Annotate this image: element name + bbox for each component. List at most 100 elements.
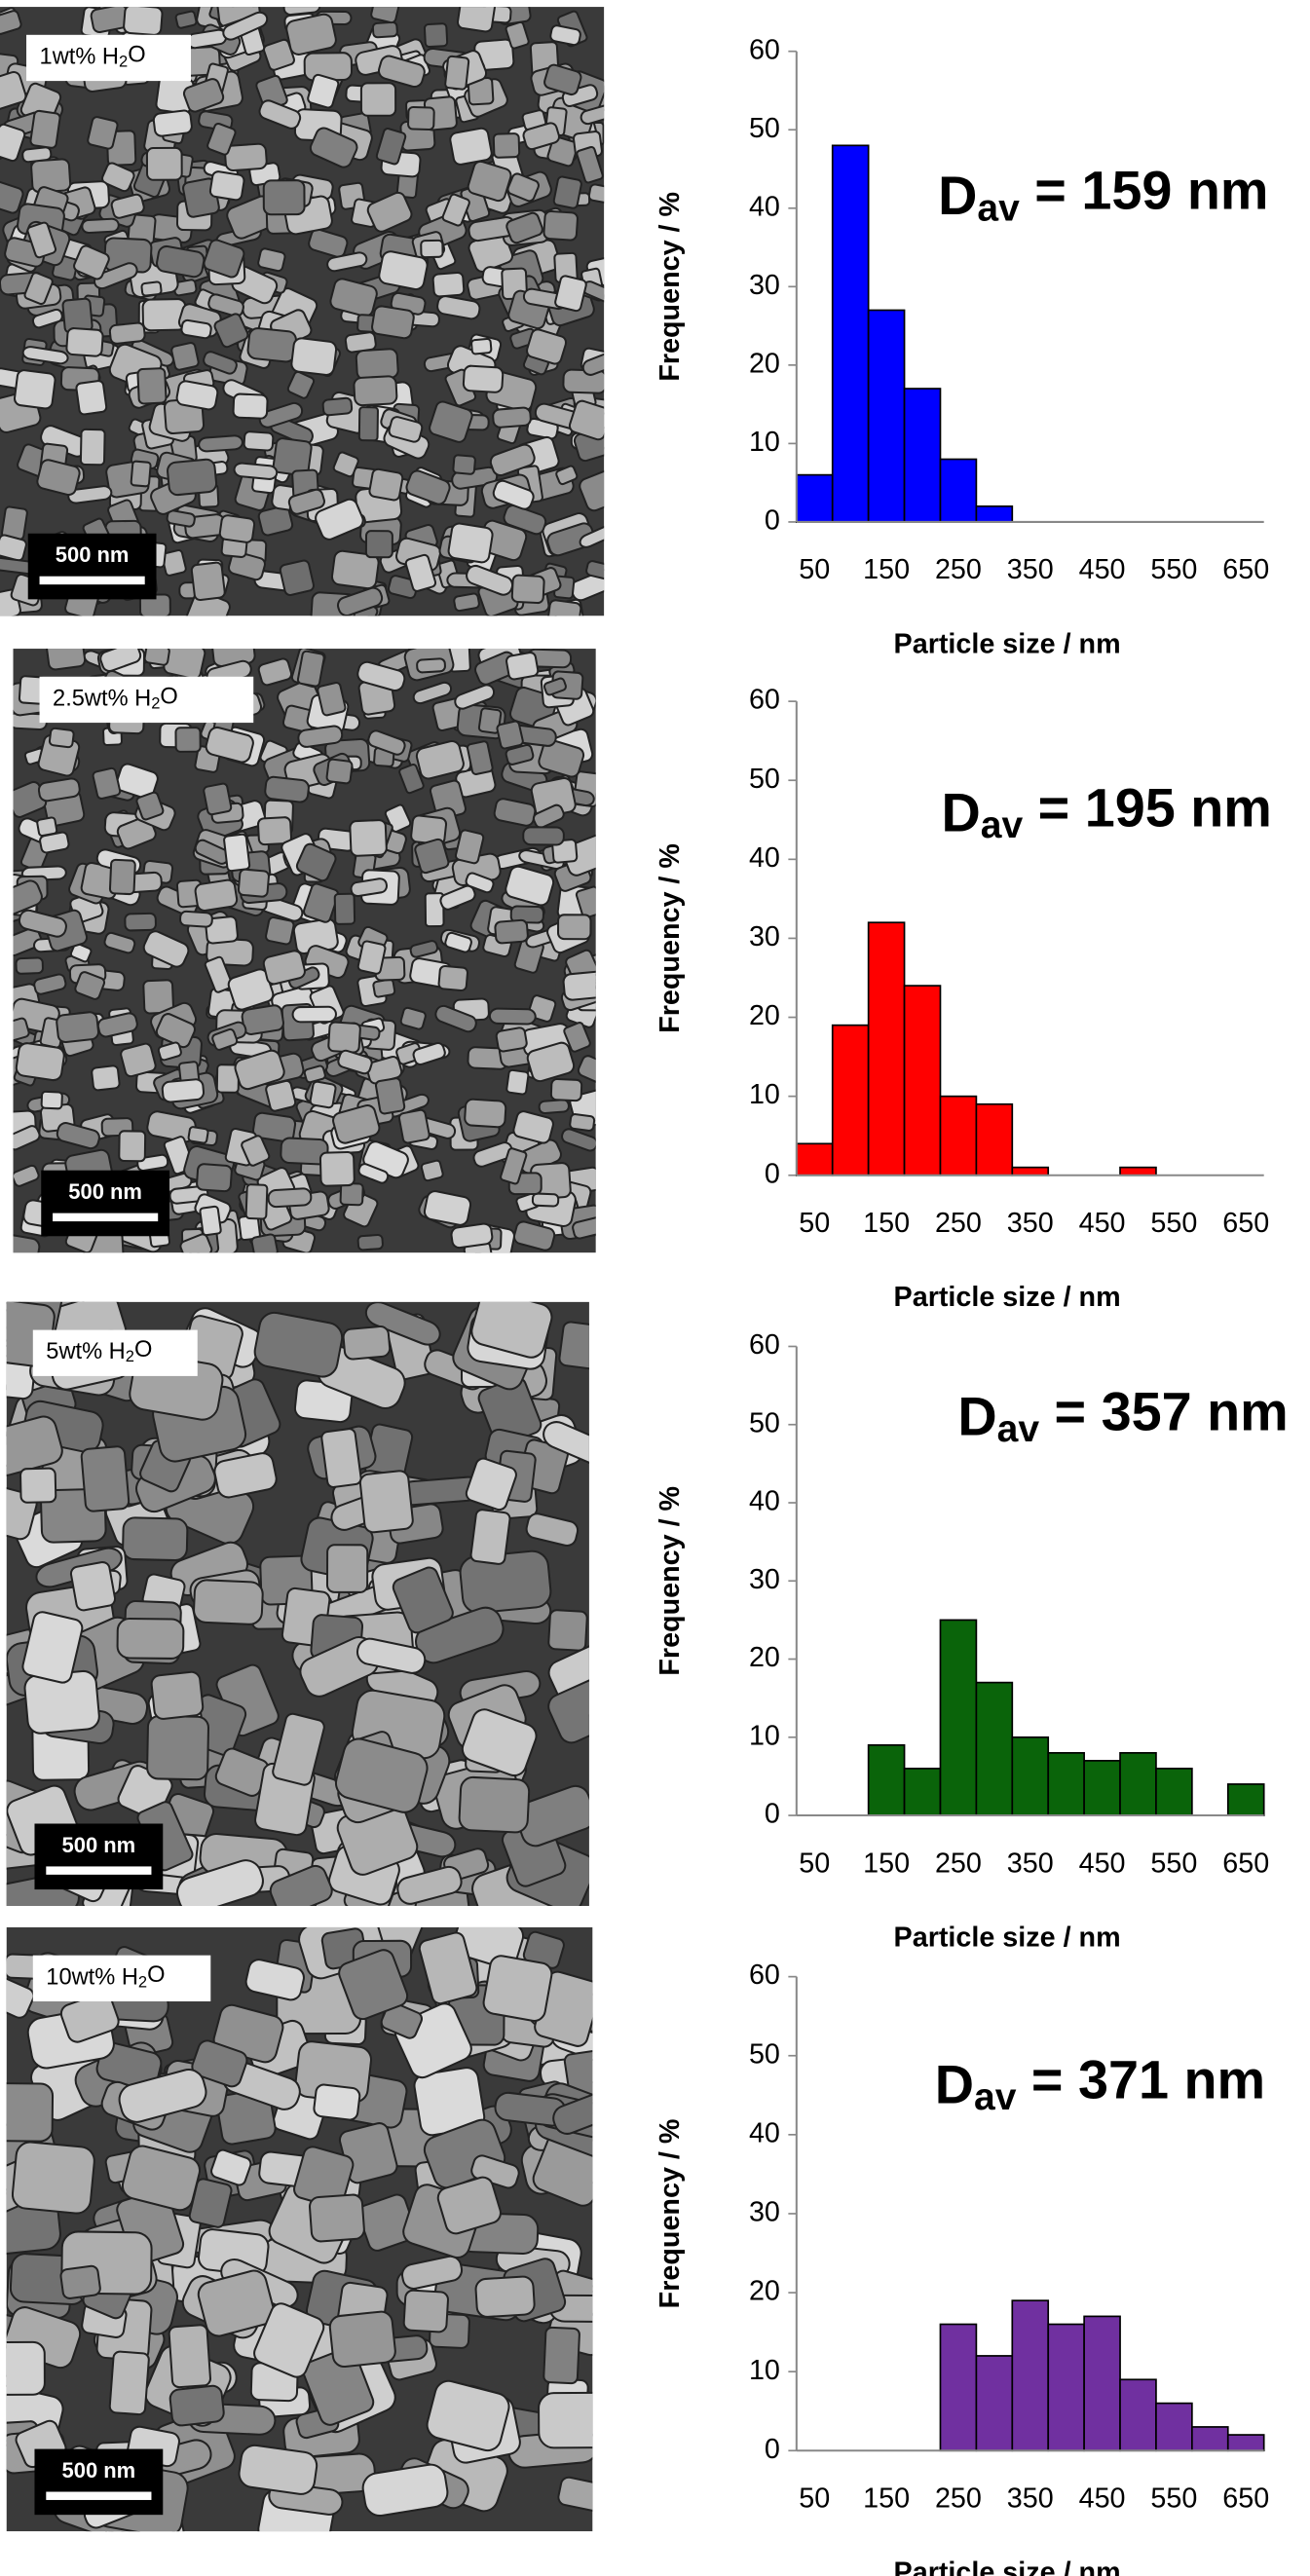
grain	[170, 342, 200, 371]
grain	[193, 1579, 264, 1625]
annotation: Dav = 195 nm	[942, 777, 1272, 846]
grain	[358, 1470, 414, 1534]
y-axis-title: Frequency / %	[655, 1486, 686, 1676]
grain	[320, 1428, 362, 1488]
grain	[140, 280, 163, 297]
annotation: Dav = 159 nm	[938, 160, 1268, 229]
grain	[74, 971, 106, 1000]
grain	[441, 193, 470, 227]
grain	[429, 400, 473, 443]
grain	[444, 931, 472, 953]
grain	[205, 915, 239, 945]
x-tick-label: 350	[1007, 1848, 1054, 1879]
bar	[975, 2355, 1014, 2452]
grain	[99, 649, 142, 673]
y-tick-label: 10	[749, 2355, 780, 2386]
grain	[547, 1675, 589, 1744]
grain	[258, 99, 302, 130]
grain	[182, 78, 225, 113]
grain	[174, 727, 202, 753]
annotation-sub: av	[981, 804, 1024, 846]
chart: 0 10 20 30 40 50 60 50 150 250 350 450 550 650 Particl…	[655, 685, 1272, 1313]
grain	[233, 462, 279, 480]
grain	[558, 1321, 589, 1370]
grain	[409, 940, 439, 958]
grain	[122, 1516, 189, 1562]
grain	[175, 1859, 264, 1906]
grain	[356, 940, 387, 975]
grain	[13, 926, 43, 957]
grain	[295, 842, 337, 882]
y-tick-label: 30	[749, 2197, 780, 2228]
grain	[75, 380, 108, 416]
bar	[867, 921, 906, 1176]
x-tick-label: 550	[1150, 2483, 1197, 2515]
grain	[13, 369, 56, 410]
grain	[198, 434, 243, 453]
grain	[21, 146, 53, 164]
grain	[402, 2289, 449, 2333]
grain	[420, 1159, 444, 1182]
grain	[357, 406, 379, 442]
grain	[577, 1055, 596, 1086]
grain	[372, 978, 396, 998]
grain	[302, 2347, 375, 2426]
grain	[241, 1004, 284, 1036]
grain	[80, 1445, 131, 1512]
x-axis-title: Particle size / nm	[894, 628, 1121, 659]
y-tick-label: 50	[749, 2038, 780, 2070]
grain	[492, 132, 521, 159]
grain	[135, 791, 165, 821]
grain	[420, 239, 444, 259]
grain	[543, 210, 579, 242]
x-tick-label: 250	[935, 1208, 982, 1239]
grain	[234, 1049, 285, 1091]
y-tick-label: 60	[749, 34, 780, 65]
grain	[423, 1190, 472, 1226]
grain	[257, 657, 293, 687]
bar	[1119, 1166, 1157, 1176]
annotation-rest: = 159 nm	[1020, 160, 1269, 220]
grain	[92, 766, 122, 800]
bar	[903, 1768, 942, 1816]
grain	[13, 1017, 30, 1042]
grain	[0, 123, 26, 163]
grain	[488, 1007, 537, 1026]
grain	[199, 1205, 222, 1237]
grain	[399, 1006, 427, 1030]
bar	[1047, 2323, 1085, 2452]
annotation: Dav = 357 nm	[957, 1381, 1288, 1450]
grain	[357, 1163, 390, 1184]
grain	[581, 349, 605, 376]
grain	[157, 1041, 182, 1062]
grain	[454, 684, 496, 710]
grain	[361, 2463, 449, 2518]
grain	[146, 1715, 209, 1781]
grain	[118, 1130, 147, 1163]
y-tick-label: 20	[749, 348, 780, 379]
image-label: 5wt% H2O	[46, 1337, 152, 1365]
grain	[130, 460, 152, 488]
bar	[1083, 2315, 1121, 2452]
grain	[18, 909, 67, 938]
bar	[1226, 1783, 1265, 1816]
grain	[359, 82, 397, 117]
grain	[568, 399, 605, 441]
grain	[414, 838, 450, 875]
x-tick-label: 350	[1007, 1208, 1054, 1239]
sem-texture	[6, 1301, 589, 1906]
grain	[286, 370, 316, 399]
bar	[1119, 1751, 1157, 1816]
grain	[0, 10, 22, 35]
grain	[492, 479, 535, 510]
grain	[431, 271, 466, 298]
grain	[436, 295, 481, 320]
grain	[469, 1509, 511, 1565]
bar	[975, 1102, 1014, 1176]
grain	[291, 1005, 337, 1024]
grain	[174, 10, 198, 29]
annotation-rest: = 195 nm	[1023, 777, 1272, 838]
grain	[45, 649, 87, 671]
grain	[19, 1467, 57, 1504]
grain	[328, 2310, 396, 2369]
